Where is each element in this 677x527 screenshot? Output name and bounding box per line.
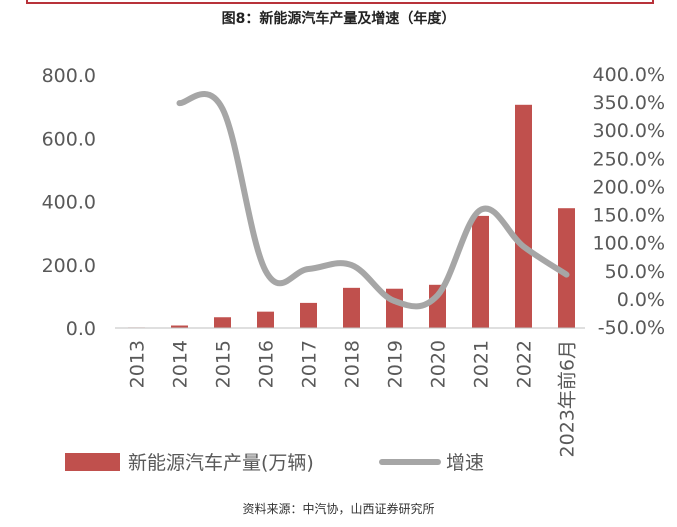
- source-note: 资料来源：中汽协，山西证券研究所: [242, 502, 435, 516]
- legend: 新能源汽车产量(万辆) 增速: [65, 452, 484, 474]
- x-axis-tick-label: 2022: [514, 340, 536, 388]
- legend-bar-swatch: [65, 453, 120, 471]
- line-series: [176, 91, 570, 310]
- x-axis-tick-label: 2020: [428, 340, 450, 388]
- right-axis-tick-label: 50.0%: [605, 261, 665, 283]
- right-axis-tick-label: 200.0%: [593, 176, 665, 198]
- right-axis-tick-label: 100.0%: [593, 233, 665, 255]
- right-axis-tick-label: 300.0%: [593, 120, 665, 142]
- x-axis-tick-label: 2017: [299, 340, 321, 388]
- left-axis-tick-label: 800.0: [42, 65, 96, 87]
- x-axis-tick-label: 2016: [256, 340, 278, 388]
- right-axis-tick-label: -50.0%: [598, 317, 665, 339]
- legend-line-label: 增速: [446, 452, 484, 474]
- x-axis-tick-label: 2018: [342, 340, 364, 388]
- left-axis: 0.0 200.0 400.0 600.0 800.0: [42, 65, 96, 340]
- bar: [515, 104, 532, 329]
- right-axis-tick-label: 350.0%: [593, 92, 665, 114]
- bar-series: [128, 104, 575, 329]
- figure-title: 图8：新能源汽车产量及增速（年度）: [221, 11, 456, 27]
- growth-line: [176, 91, 570, 310]
- bar: [558, 208, 575, 328]
- x-axis-tick-label: 2015: [213, 340, 235, 388]
- left-axis-tick-label: 200.0: [42, 255, 96, 277]
- bar: [257, 311, 274, 328]
- right-axis: -50.0% 0.0% 50.0% 100.0% 150.0% 200.0% 250.0% 3…: [593, 64, 665, 339]
- right-axis-tick-label: 250.0%: [593, 148, 665, 170]
- legend-bar-label: 新能源汽车产量(万辆): [128, 452, 314, 474]
- right-axis-tick-label: 0.0%: [617, 289, 665, 311]
- bar: [214, 317, 231, 328]
- bar: [343, 287, 360, 328]
- x-axis: 2013 2014 2015 2016 2017 2018 2019 2020 2021 2022…: [127, 340, 579, 457]
- x-axis-tick-label: 2014: [170, 340, 192, 388]
- left-axis-tick-label: 0.0: [66, 318, 96, 340]
- bar: [472, 215, 489, 328]
- left-axis-tick-label: 600.0: [42, 128, 96, 150]
- x-axis-tick-label: 2019: [385, 340, 407, 388]
- bar: [171, 325, 188, 328]
- top-frame-border: [26, 0, 654, 4]
- bar: [300, 302, 317, 328]
- right-axis-tick-label: 150.0%: [593, 205, 665, 227]
- x-axis-tick-label: 2021: [471, 340, 493, 388]
- x-axis-tick-label: 2023年前6月: [557, 340, 579, 457]
- x-axis-tick-label: 2013: [127, 340, 149, 388]
- right-axis-tick-label: 400.0%: [593, 64, 665, 86]
- left-axis-tick-label: 400.0: [42, 192, 96, 214]
